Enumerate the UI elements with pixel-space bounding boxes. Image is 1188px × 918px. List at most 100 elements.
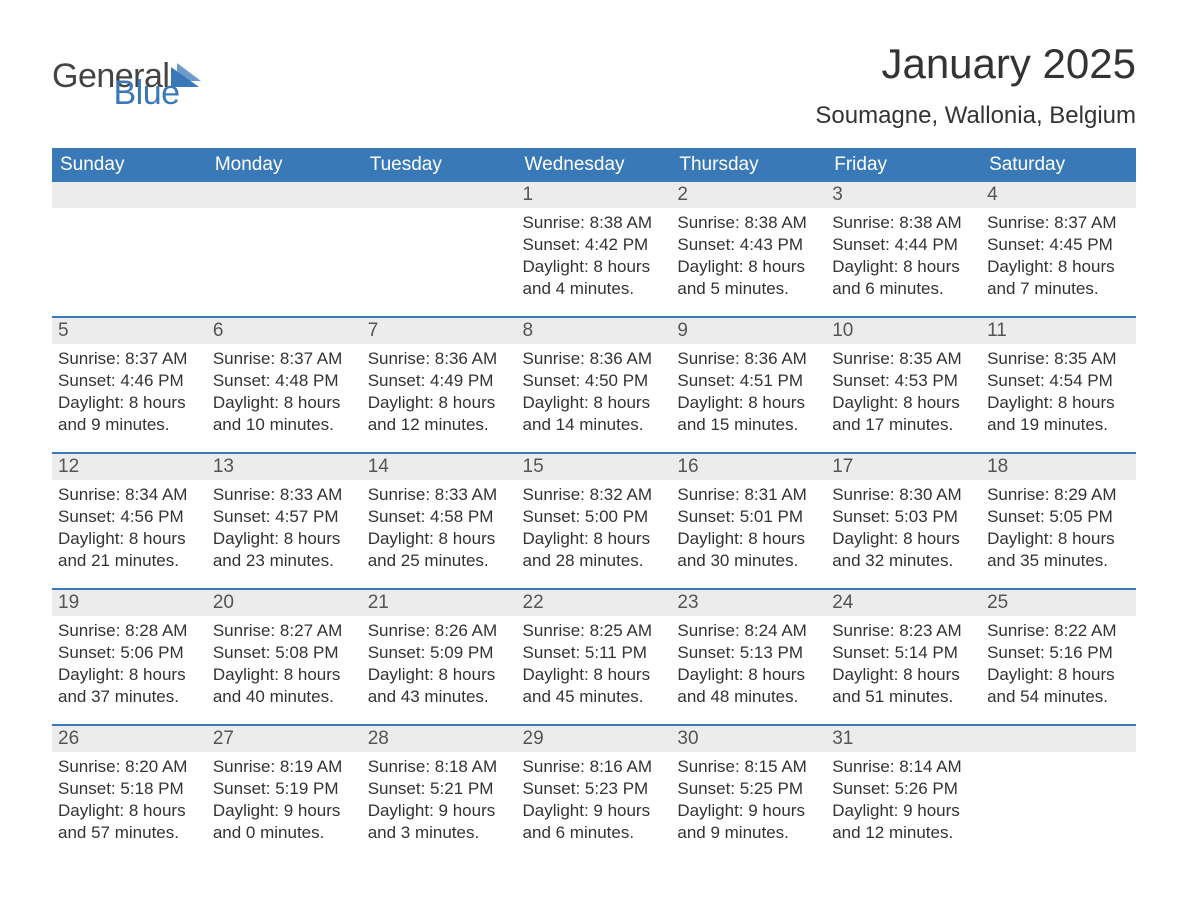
daylight-line2: and 7 minutes. <box>987 278 1130 300</box>
weekday-header: Thursday <box>671 148 826 182</box>
calendar-day-cell: 11Sunrise: 8:35 AMSunset: 4:54 PMDayligh… <box>981 317 1136 453</box>
sunrise-text: Sunrise: 8:32 AM <box>523 484 666 506</box>
day-number: 18 <box>981 454 1136 480</box>
sunrise-text: Sunrise: 8:36 AM <box>523 348 666 370</box>
location-subtitle: Soumagne, Wallonia, Belgium <box>815 102 1136 130</box>
sunrise-text: Sunrise: 8:14 AM <box>832 756 975 778</box>
daylight-line2: and 3 minutes. <box>368 822 511 844</box>
daylight-line1: Daylight: 8 hours <box>987 528 1130 550</box>
calendar-day-cell: 1Sunrise: 8:38 AMSunset: 4:42 PMDaylight… <box>517 182 672 317</box>
sunset-text: Sunset: 4:42 PM <box>523 234 666 256</box>
sunset-text: Sunset: 5:21 PM <box>368 778 511 800</box>
daylight-line1: Daylight: 8 hours <box>987 256 1130 278</box>
daylight-line2: and 48 minutes. <box>677 686 820 708</box>
daylight-line1: Daylight: 8 hours <box>987 664 1130 686</box>
calendar-day-cell <box>981 725 1136 860</box>
daylight-line1: Daylight: 8 hours <box>368 392 511 414</box>
daylight-line1: Daylight: 8 hours <box>832 664 975 686</box>
month-title: January 2025 <box>815 40 1136 88</box>
daylight-line1: Daylight: 8 hours <box>523 392 666 414</box>
sunrise-text: Sunrise: 8:19 AM <box>213 756 356 778</box>
sunset-text: Sunset: 4:58 PM <box>368 506 511 528</box>
daylight-line2: and 9 minutes. <box>677 822 820 844</box>
daylight-line1: Daylight: 8 hours <box>832 528 975 550</box>
day-number: 31 <box>826 726 981 752</box>
calendar-day-cell: 28Sunrise: 8:18 AMSunset: 5:21 PMDayligh… <box>362 725 517 860</box>
sunset-text: Sunset: 4:53 PM <box>832 370 975 392</box>
sunset-text: Sunset: 5:14 PM <box>832 642 975 664</box>
sunrise-text: Sunrise: 8:27 AM <box>213 620 356 642</box>
calendar-day-cell: 15Sunrise: 8:32 AMSunset: 5:00 PMDayligh… <box>517 453 672 589</box>
calendar-day-cell: 25Sunrise: 8:22 AMSunset: 5:16 PMDayligh… <box>981 589 1136 725</box>
sunset-text: Sunset: 4:50 PM <box>523 370 666 392</box>
sunset-text: Sunset: 5:05 PM <box>987 506 1130 528</box>
day-content: Sunrise: 8:36 AMSunset: 4:49 PMDaylight:… <box>362 344 517 440</box>
daylight-line2: and 15 minutes. <box>677 414 820 436</box>
sunset-text: Sunset: 5:11 PM <box>523 642 666 664</box>
daylight-line2: and 9 minutes. <box>58 414 201 436</box>
daylight-line1: Daylight: 8 hours <box>987 392 1130 414</box>
calendar-day-cell: 4Sunrise: 8:37 AMSunset: 4:45 PMDaylight… <box>981 182 1136 317</box>
calendar-week-row: 1Sunrise: 8:38 AMSunset: 4:42 PMDaylight… <box>52 182 1136 317</box>
calendar-day-cell: 12Sunrise: 8:34 AMSunset: 4:56 PMDayligh… <box>52 453 207 589</box>
sunrise-text: Sunrise: 8:30 AM <box>832 484 975 506</box>
daylight-line1: Daylight: 8 hours <box>832 256 975 278</box>
daylight-line2: and 0 minutes. <box>213 822 356 844</box>
calendar-day-cell: 19Sunrise: 8:28 AMSunset: 5:06 PMDayligh… <box>52 589 207 725</box>
daylight-line1: Daylight: 8 hours <box>677 256 820 278</box>
calendar-header-row: Sunday Monday Tuesday Wednesday Thursday… <box>52 148 1136 182</box>
daylight-line2: and 54 minutes. <box>987 686 1130 708</box>
weekday-header: Friday <box>826 148 981 182</box>
brand-logo: General Blue <box>52 40 180 113</box>
day-content: Sunrise: 8:37 AMSunset: 4:45 PMDaylight:… <box>981 208 1136 304</box>
calendar-day-cell: 5Sunrise: 8:37 AMSunset: 4:46 PMDaylight… <box>52 317 207 453</box>
brand-part2: Blue <box>113 74 179 112</box>
daylight-line1: Daylight: 8 hours <box>677 528 820 550</box>
weekday-header: Sunday <box>52 148 207 182</box>
calendar-day-cell: 2Sunrise: 8:38 AMSunset: 4:43 PMDaylight… <box>671 182 826 317</box>
calendar-day-cell: 27Sunrise: 8:19 AMSunset: 5:19 PMDayligh… <box>207 725 362 860</box>
calendar-day-cell: 31Sunrise: 8:14 AMSunset: 5:26 PMDayligh… <box>826 725 981 860</box>
sunset-text: Sunset: 5:23 PM <box>523 778 666 800</box>
calendar-day-cell: 9Sunrise: 8:36 AMSunset: 4:51 PMDaylight… <box>671 317 826 453</box>
day-content: Sunrise: 8:38 AMSunset: 4:44 PMDaylight:… <box>826 208 981 304</box>
calendar-day-cell: 22Sunrise: 8:25 AMSunset: 5:11 PMDayligh… <box>517 589 672 725</box>
sunrise-text: Sunrise: 8:36 AM <box>677 348 820 370</box>
sunrise-text: Sunrise: 8:20 AM <box>58 756 201 778</box>
day-number: 16 <box>671 454 826 480</box>
day-number: 15 <box>517 454 672 480</box>
calendar-day-cell: 17Sunrise: 8:30 AMSunset: 5:03 PMDayligh… <box>826 453 981 589</box>
daylight-line2: and 40 minutes. <box>213 686 356 708</box>
daylight-line2: and 6 minutes. <box>523 822 666 844</box>
daylight-line1: Daylight: 8 hours <box>368 664 511 686</box>
calendar-table: Sunday Monday Tuesday Wednesday Thursday… <box>52 148 1136 860</box>
daylight-line1: Daylight: 9 hours <box>677 800 820 822</box>
daylight-line1: Daylight: 8 hours <box>677 392 820 414</box>
sunset-text: Sunset: 5:16 PM <box>987 642 1130 664</box>
weekday-header: Tuesday <box>362 148 517 182</box>
sunset-text: Sunset: 4:57 PM <box>213 506 356 528</box>
sunrise-text: Sunrise: 8:35 AM <box>987 348 1130 370</box>
sunset-text: Sunset: 4:48 PM <box>213 370 356 392</box>
calendar-day-cell: 10Sunrise: 8:35 AMSunset: 4:53 PMDayligh… <box>826 317 981 453</box>
sunset-text: Sunset: 5:18 PM <box>58 778 201 800</box>
sunrise-text: Sunrise: 8:33 AM <box>213 484 356 506</box>
sunrise-text: Sunrise: 8:38 AM <box>677 212 820 234</box>
day-content: Sunrise: 8:18 AMSunset: 5:21 PMDaylight:… <box>362 752 517 848</box>
daylight-line2: and 23 minutes. <box>213 550 356 572</box>
weekday-header: Saturday <box>981 148 1136 182</box>
daylight-line1: Daylight: 8 hours <box>523 256 666 278</box>
sunset-text: Sunset: 5:26 PM <box>832 778 975 800</box>
sunrise-text: Sunrise: 8:38 AM <box>832 212 975 234</box>
day-content: Sunrise: 8:37 AMSunset: 4:46 PMDaylight:… <box>52 344 207 440</box>
daylight-line1: Daylight: 9 hours <box>368 800 511 822</box>
sunset-text: Sunset: 5:03 PM <box>832 506 975 528</box>
day-number: 9 <box>671 318 826 344</box>
daylight-line2: and 28 minutes. <box>523 550 666 572</box>
day-number: 22 <box>517 590 672 616</box>
day-number: 10 <box>826 318 981 344</box>
calendar-day-cell: 16Sunrise: 8:31 AMSunset: 5:01 PMDayligh… <box>671 453 826 589</box>
calendar-day-cell: 20Sunrise: 8:27 AMSunset: 5:08 PMDayligh… <box>207 589 362 725</box>
sunrise-text: Sunrise: 8:35 AM <box>832 348 975 370</box>
day-content: Sunrise: 8:36 AMSunset: 4:51 PMDaylight:… <box>671 344 826 440</box>
